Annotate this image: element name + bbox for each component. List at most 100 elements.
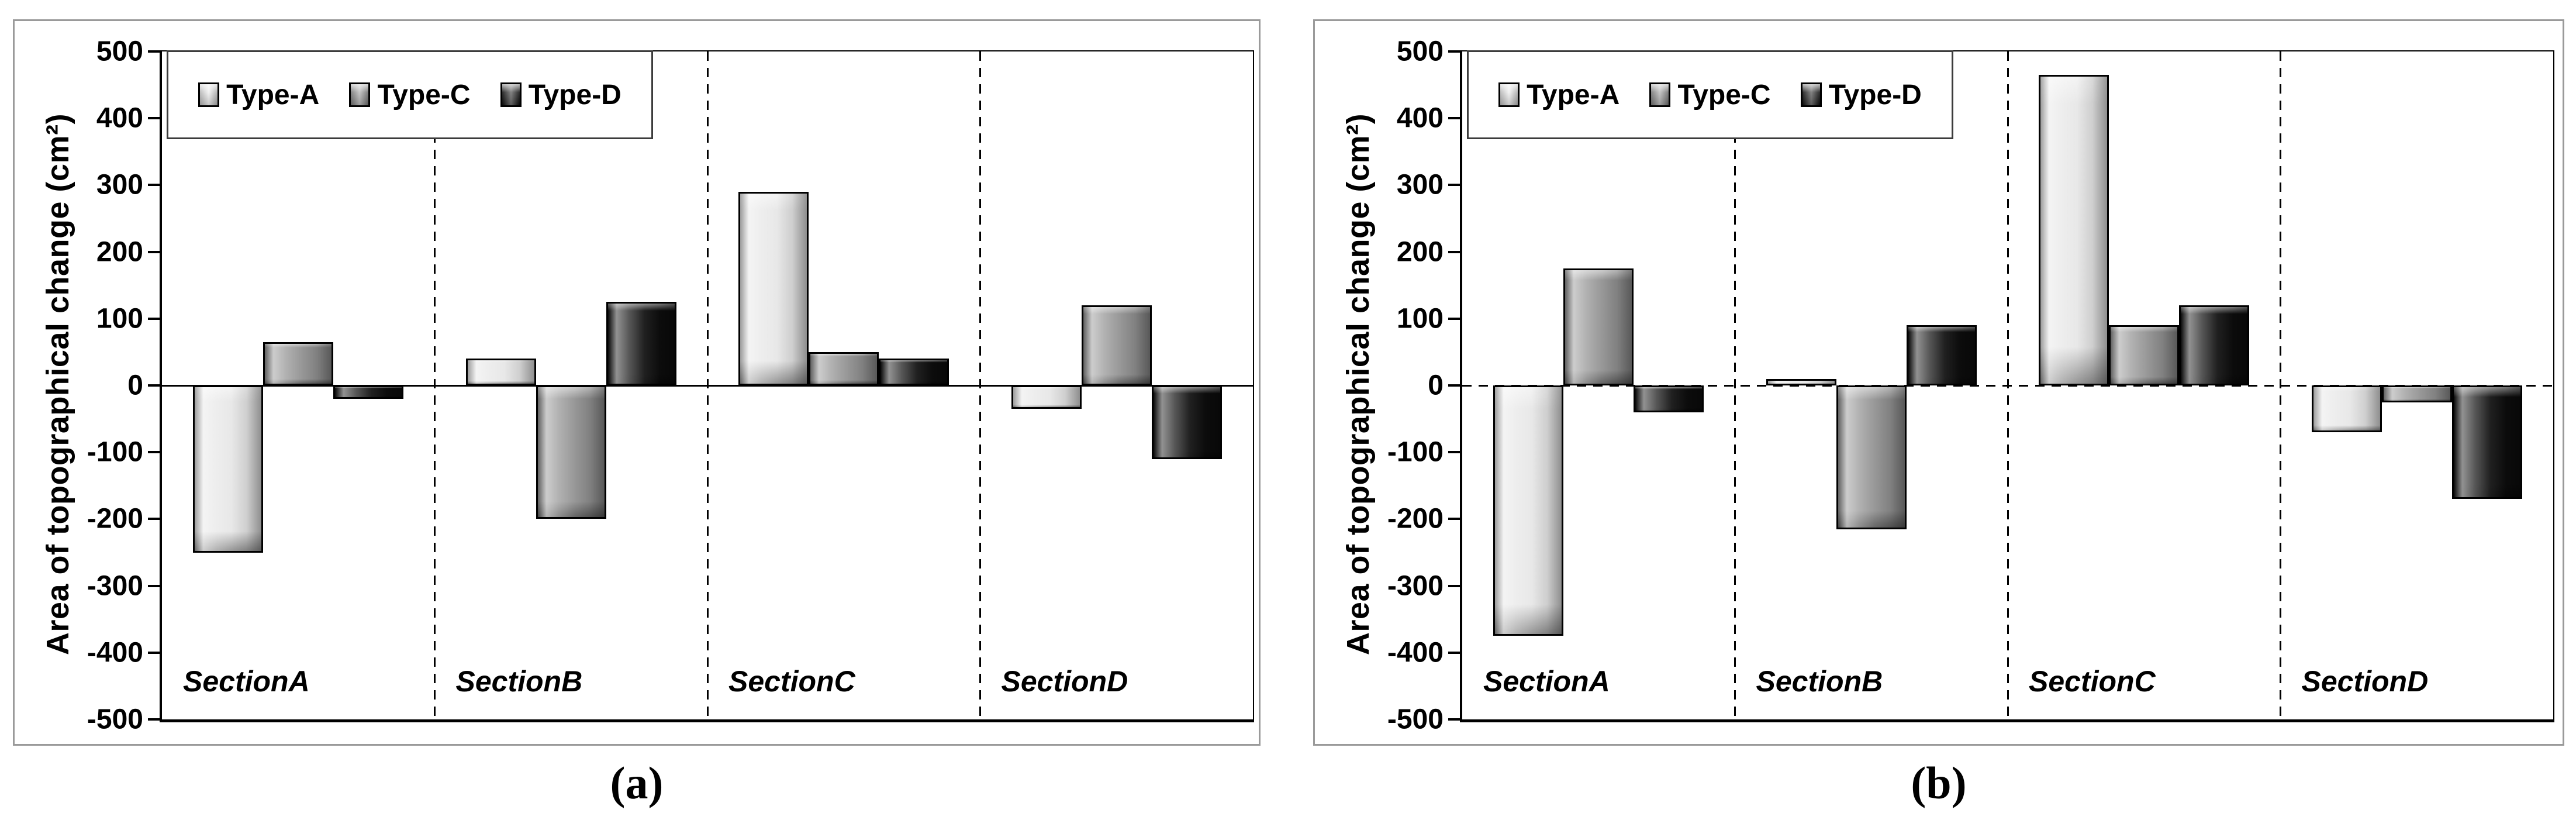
y-axis-title: Area of topographical change (cm²) [40, 113, 75, 656]
y-axis-tick-label: 400 [1396, 102, 1444, 134]
bar-type-a-sectionb [465, 359, 536, 385]
y-axis-tick [1448, 718, 1460, 721]
y-axis-tick-label: 400 [96, 102, 143, 134]
section-label: SectionA [183, 665, 310, 698]
y-axis-tick-label: -400 [1387, 637, 1444, 669]
bar-type-c-sectiona [263, 342, 334, 385]
bar-type-a-sectionb [1766, 378, 1836, 385]
y-axis-tick-label: 100 [96, 303, 143, 335]
bar-type-d-sectionc [879, 359, 949, 385]
y-axis-tick [1448, 518, 1460, 521]
section-label: SectionC [728, 665, 855, 698]
legend-label: Type-C [377, 79, 471, 111]
y-axis-tick [1448, 317, 1460, 320]
y-axis-tick-label: 100 [1396, 303, 1444, 335]
caption-b: (b) [1911, 757, 1967, 808]
y-axis-tick-label: 0 [127, 370, 143, 401]
legend-entry-type-c: Type-C [1649, 79, 1771, 111]
bar-type-a-sectiona [1493, 385, 1564, 636]
y-axis-tick [1448, 651, 1460, 654]
bar-type-d-sectiona [333, 385, 404, 399]
section-label: SectionD [1001, 665, 1128, 698]
legend-label: Type-A [1527, 79, 1620, 111]
y-axis-title: Area of topographical change (cm²) [1341, 113, 1376, 656]
legend-swatch-type-c [1649, 82, 1671, 107]
y-axis-tick [148, 117, 160, 120]
legend-swatch-type-d [1800, 82, 1822, 107]
bar-type-a-sectionc [738, 191, 809, 385]
y-axis-tick-label: -400 [87, 637, 143, 669]
legend-a: Type-A Type-C Type-D [167, 50, 653, 139]
legend-label: Type-D [1828, 79, 1922, 111]
y-axis-tick [148, 584, 160, 587]
y-axis-tick-label: 200 [1396, 236, 1444, 268]
zero-line [162, 384, 1253, 387]
y-axis-tick [1448, 50, 1460, 53]
y-axis-tick [148, 718, 160, 721]
y-axis-tick-label: 0 [1428, 370, 1444, 401]
legend-entry-type-c: Type-C [349, 79, 471, 111]
section-label: SectionA [1483, 665, 1610, 698]
y-axis-tick [1448, 250, 1460, 253]
y-axis-tick [1448, 584, 1460, 587]
y-axis-tick [148, 184, 160, 187]
plot-area-b: 500 400 300 200 100 0 -100 -200 -300 -400 -500 Sect… [1387, 36, 2554, 735]
section-label: SectionC [2029, 665, 2156, 698]
legend-entry-type-a: Type-A [1498, 79, 1620, 111]
legend-swatch-type-d [500, 82, 522, 107]
bar-type-d-sectionc [2179, 305, 2250, 385]
bar-type-c-sectionc [2109, 325, 2180, 385]
legend-entry-type-a: Type-A [198, 79, 319, 111]
bar-type-a-sectiona [193, 385, 264, 553]
panel-a: Area of topographical change (cm²) 500 40… [13, 19, 1261, 746]
bar-type-c-sectionb [1836, 385, 1907, 529]
bar-type-d-sectiond [1151, 385, 1222, 459]
plot-area-a: 500 400 300 200 100 0 -100 -200 -300 -400 -500 Sect… [87, 36, 1254, 735]
y-axis-tick [148, 50, 160, 53]
y-axis-tick [1448, 451, 1460, 454]
zero-line [1462, 384, 2553, 387]
legend-swatch-type-c [349, 82, 371, 107]
y-axis-tick [148, 384, 160, 387]
bar-type-d-sectiond [2451, 385, 2522, 499]
bar-type-a-sectiond [1011, 385, 1082, 409]
y-axis-tick [1448, 117, 1460, 120]
y-axis-tick-label: -200 [1387, 503, 1444, 535]
bar-type-c-sectiond [2381, 385, 2452, 402]
y-axis-tick-label: 300 [96, 169, 143, 201]
bar-type-c-sectionc [809, 352, 879, 385]
y-axis-tick-label: -300 [87, 570, 143, 602]
y-axis-tick-label: 500 [1396, 36, 1444, 67]
bar-type-c-sectiond [1081, 305, 1152, 385]
y-axis-tick-label: -100 [1387, 436, 1444, 468]
y-axis-tick [1448, 384, 1460, 387]
legend-swatch-type-a [1498, 82, 1520, 107]
legend-b: Type-A Type-C Type-D [1467, 50, 1953, 139]
legend-entry-type-d: Type-D [1800, 79, 1922, 111]
y-axis-tick [148, 651, 160, 654]
y-axis-tick-label: 200 [96, 236, 143, 268]
y-axis-tick-label: 300 [1396, 169, 1444, 201]
legend-label: Type-D [528, 79, 621, 111]
legend-label: Type-A [226, 79, 320, 111]
y-axis-tick-label: -100 [87, 436, 143, 468]
bar-type-d-sectiona [1634, 385, 1704, 412]
y-axis-tick [148, 317, 160, 320]
bar-type-d-sectionb [606, 302, 676, 385]
panel-b: Area of topographical change (cm²) 500 40… [1313, 19, 2564, 746]
y-axis-tick-label: -300 [1387, 570, 1444, 602]
section-label: SectionD [2301, 665, 2429, 698]
legend-label: Type-C [1677, 79, 1771, 111]
legend-entry-type-d: Type-D [500, 79, 621, 111]
bar-type-a-sectionc [2039, 74, 2109, 385]
caption-a: (a) [610, 757, 664, 808]
section-label: SectionB [455, 665, 583, 698]
y-axis-tick [148, 451, 160, 454]
legend-swatch-type-a [198, 82, 220, 107]
y-axis-tick [148, 518, 160, 521]
bar-type-c-sectionb [536, 385, 606, 519]
y-axis-tick-label: -500 [87, 704, 143, 735]
bar-type-c-sectiona [1563, 268, 1634, 385]
y-axis-tick-label: -500 [1387, 704, 1444, 735]
